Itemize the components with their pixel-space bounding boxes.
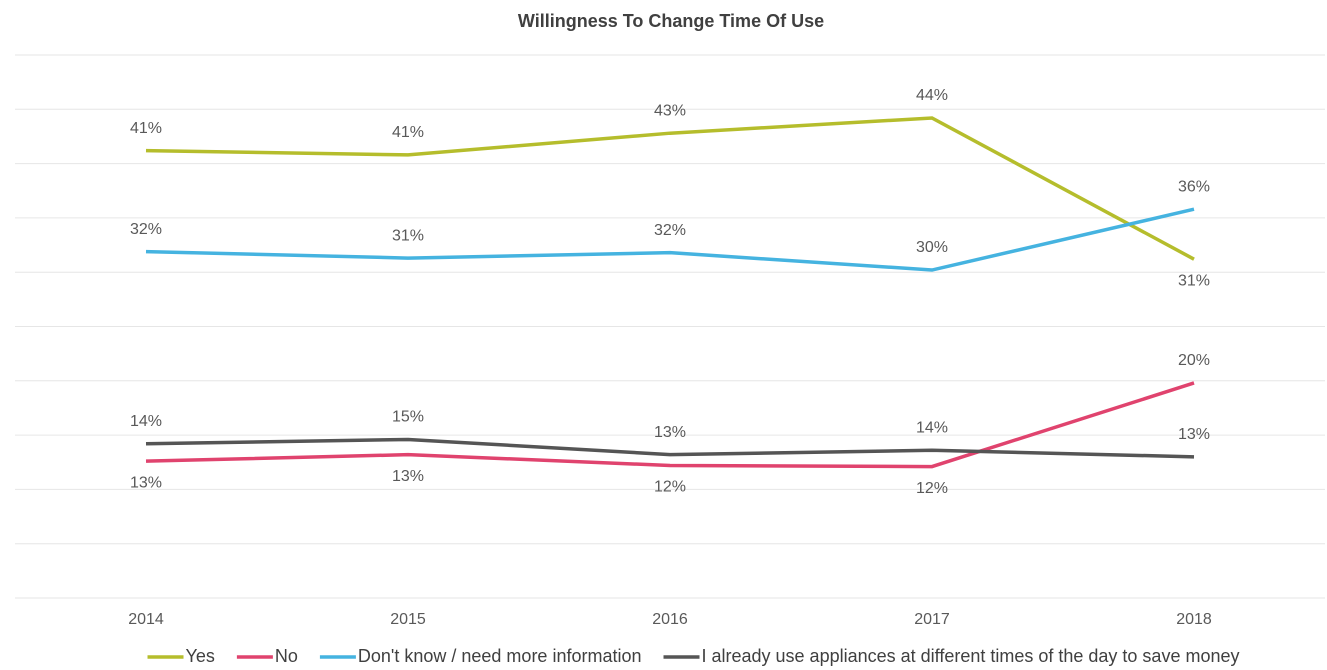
data-label: 30% xyxy=(916,239,948,256)
data-label: 13% xyxy=(392,468,424,485)
legend-item: Yes xyxy=(147,646,215,666)
data-label: 36% xyxy=(1178,178,1210,195)
data-label: 13% xyxy=(654,424,686,441)
legend-label: I already use appliances at different ti… xyxy=(702,646,1240,666)
x-tick-label: 2016 xyxy=(652,611,688,628)
data-label: 32% xyxy=(654,222,686,239)
legend-item: Don't know / need more information xyxy=(319,646,642,666)
series-line xyxy=(145,207,1195,272)
data-label: 20% xyxy=(1178,352,1210,369)
data-label: 13% xyxy=(1178,426,1210,443)
data-label: 31% xyxy=(392,227,424,244)
data-label: 44% xyxy=(916,87,948,104)
x-tick-label: 2018 xyxy=(1176,611,1212,628)
series-line xyxy=(145,116,1195,261)
data-label: 41% xyxy=(392,124,424,141)
data-label: 12% xyxy=(654,479,686,496)
data-label: 31% xyxy=(1178,272,1210,289)
data-label: 13% xyxy=(130,474,162,491)
legend-label: Yes xyxy=(186,646,215,666)
data-label: 12% xyxy=(916,480,948,497)
series-line xyxy=(145,381,1195,469)
data-label: 14% xyxy=(916,420,948,437)
legend-item: I already use appliances at different ti… xyxy=(663,646,1240,666)
data-label: 14% xyxy=(130,413,162,430)
legend-label: No xyxy=(275,646,298,666)
data-label: 43% xyxy=(654,102,686,119)
data-label: 41% xyxy=(130,120,162,137)
chart-title: Willingness To Change Time Of Use xyxy=(518,11,824,31)
x-tick-label: 2015 xyxy=(390,611,426,628)
data-label: 32% xyxy=(130,221,162,238)
x-tick-label: 2017 xyxy=(914,611,950,628)
series-line xyxy=(145,437,1195,459)
data-label: 15% xyxy=(392,409,424,426)
x-tick-label: 2014 xyxy=(128,611,164,628)
legend-item: No xyxy=(236,646,298,666)
legend-label: Don't know / need more information xyxy=(358,646,642,666)
